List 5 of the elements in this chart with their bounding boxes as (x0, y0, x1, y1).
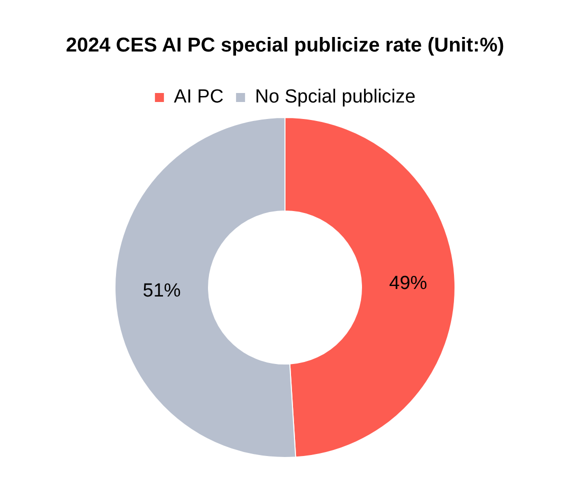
data-label: 49% (389, 272, 428, 294)
data-label: 51% (142, 280, 181, 302)
legend-label: AI PC (174, 86, 224, 108)
chart-title: 2024 CES AI PC special publicize rate (Unit:%) (66, 34, 504, 57)
legend-label: No Spcial publicize (255, 86, 416, 108)
